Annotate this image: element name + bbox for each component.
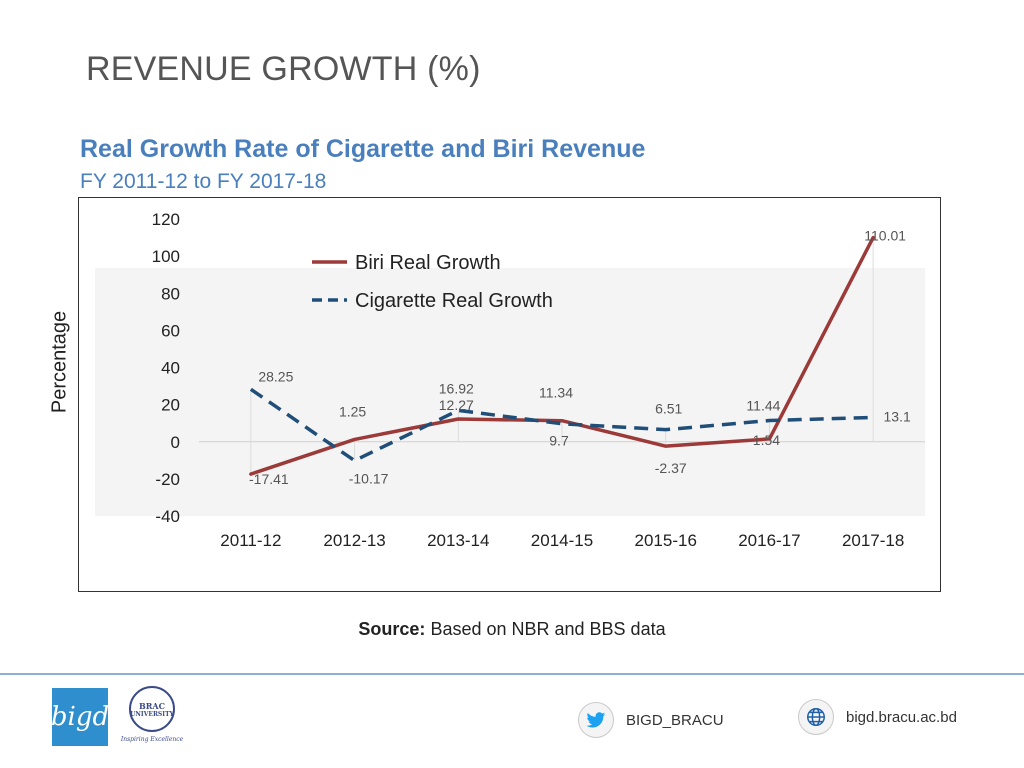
x-tick-label: 2013-14 <box>427 531 489 550</box>
data-label: 1.54 <box>753 432 780 448</box>
legend-label: Cigarette Real Growth <box>355 290 553 312</box>
chart-frame: 120 100 80 60 40 20 0 -20 -40 2011-12 2012-13 2013-… <box>78 197 941 592</box>
footer-divider <box>0 673 1024 675</box>
y-tick-label: 20 <box>161 396 180 415</box>
data-label: 16.92 <box>439 380 474 396</box>
y-tick-label: 60 <box>161 321 180 340</box>
x-tick-label: 2016-17 <box>738 531 800 550</box>
y-tick-label: -40 <box>155 507 180 526</box>
data-label: 11.34 <box>539 385 573 401</box>
series-line-biri <box>249 235 875 476</box>
brac-seal-line1: BRAC <box>139 700 165 711</box>
plot-background <box>95 268 925 516</box>
data-label: -10.17 <box>349 471 389 487</box>
source-label: Source: <box>358 619 426 639</box>
bigd-logo-text: bigd <box>50 702 110 732</box>
brac-seal: BRAC UNIVERSITY <box>129 686 175 732</box>
twitter-link[interactable]: BIGD_BRACU <box>578 700 724 740</box>
brac-seal-line2: UNIVERSITY <box>130 710 174 718</box>
chart-title: Real Growth Rate of Cigarette and Biri R… <box>80 135 646 163</box>
x-tick-label: 2012-13 <box>323 531 385 550</box>
bigd-logo: bigd <box>50 688 110 746</box>
chart-subtitle: FY 2011-12 to FY 2017-18 <box>80 170 327 193</box>
twitter-handle: BIGD_BRACU <box>626 711 724 729</box>
brac-university-logo: BRAC UNIVERSITY Inspiring Excellence <box>121 686 183 748</box>
slide-title: REVENUE GROWTH (%) <box>86 50 481 88</box>
globe-icon <box>798 699 834 735</box>
data-label: 9.7 <box>549 433 569 449</box>
series-line-cigarette <box>249 387 874 463</box>
y-tick-label: 120 <box>152 210 180 229</box>
website-url: bigd.bracu.ac.bd <box>846 708 957 726</box>
x-tick-label: 2015-16 <box>635 531 697 550</box>
data-label: 6.51 <box>655 401 682 417</box>
brac-tagline: Inspiring Excellence <box>120 736 184 743</box>
x-tick-label: 2011-12 <box>220 531 281 550</box>
data-label: 11.44 <box>746 398 780 414</box>
twitter-icon <box>578 702 614 738</box>
y-tick-label: 40 <box>161 359 180 378</box>
y-tick-label: -20 <box>155 470 180 489</box>
data-label: 13.1 <box>884 408 911 424</box>
data-label: 110.01 <box>864 228 906 244</box>
data-label: -2.37 <box>655 460 687 476</box>
y-tick-label: 80 <box>161 284 180 303</box>
data-label: -17.41 <box>249 471 289 487</box>
y-tick-label: 100 <box>152 247 180 266</box>
source-note: Source: Based on NBR and BBS data <box>0 619 1024 640</box>
source-text: Based on NBR and BBS data <box>430 619 666 639</box>
data-label: 1.25 <box>339 403 366 419</box>
legend-label: Biri Real Growth <box>355 252 501 274</box>
data-label: 12.27 <box>439 397 474 413</box>
line-chart: 120 100 80 60 40 20 0 -20 -40 2011-12 2012-13 2013-… <box>95 210 925 550</box>
y-axis-label: Percentage <box>48 310 71 414</box>
website-link[interactable]: bigd.bracu.ac.bd <box>798 697 957 737</box>
data-label: 28.25 <box>258 368 293 384</box>
x-tick-label: 2014-15 <box>531 531 593 550</box>
y-tick-label: 0 <box>171 433 180 452</box>
x-tick-label: 2017-18 <box>842 531 904 550</box>
